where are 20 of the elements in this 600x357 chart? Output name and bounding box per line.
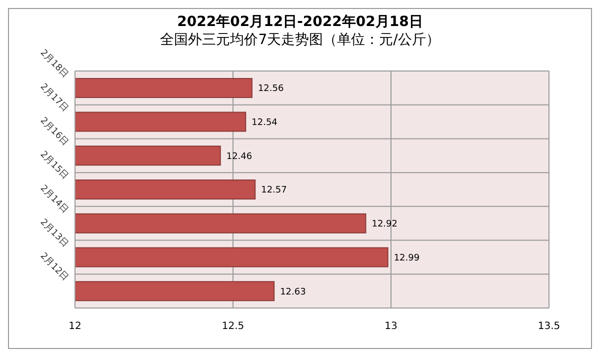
data-label: 12.46 [226, 152, 252, 162]
x-tick-label: 13 [384, 321, 398, 332]
x-tick-label: 12 [68, 321, 82, 332]
y-tick-label: 2月13日 [38, 217, 70, 250]
data-label: 12.92 [372, 220, 398, 230]
y-tick-label: 2月18日 [38, 48, 70, 80]
y-tick-label: 2月15日 [38, 150, 70, 182]
y-tick-label: 2月12日 [38, 251, 70, 284]
data-label: 12.99 [394, 253, 420, 264]
data-label: 12.63 [280, 287, 306, 298]
data-label: 12.54 [252, 118, 278, 128]
x-tick-label: 12.5 [222, 321, 244, 332]
y-tick-label: 2月17日 [38, 82, 70, 114]
data-label: 12.57 [261, 186, 287, 196]
chart-title: 2022年02月12日-2022年02月18日 [176, 13, 424, 31]
y-tick-label: 2月16日 [38, 116, 70, 148]
x-tick-label: 13.5 [538, 321, 560, 332]
y-tick-label: 2月14日 [38, 184, 70, 216]
data-label: 12.56 [258, 84, 284, 94]
chart-subtitle: 全国外三元均价7天走势图（单位：元/公斤） [159, 31, 441, 49]
